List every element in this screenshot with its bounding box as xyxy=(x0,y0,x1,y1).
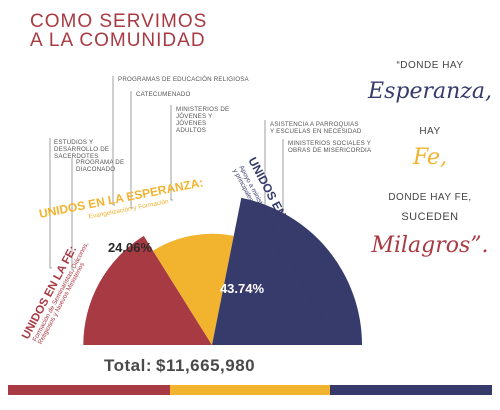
quote-line-3: DONDE HAY FE, xyxy=(388,192,472,203)
annotation-esperanza-1-line xyxy=(112,76,115,206)
footer-bar-caridad xyxy=(329,385,492,395)
wedge-caridad xyxy=(212,197,362,345)
section-label-esperanza: UNIDOS EN LA ESPERANZA:Evangelización y … xyxy=(38,175,205,221)
annotation-fe-1-text-3: SACERDOTES xyxy=(54,153,99,160)
annotation-fe-1-text-2: DESARROLLO DE xyxy=(54,146,109,153)
total-value: $11,665,980 xyxy=(156,356,256,375)
quote-word-milagros: Milagros”. xyxy=(371,233,489,258)
pct-label-esperanza: 24.06% xyxy=(108,240,153,255)
annotation-caridad-2-text-1: MINISTERIOS SOCIALES Y xyxy=(288,140,371,147)
annotation-fe-1-text-1: ESTUDIOS Y xyxy=(54,139,93,146)
quote-line-2: HAY xyxy=(419,126,441,137)
footer-color-bar xyxy=(8,385,492,395)
quote-line-1: “DONDE HAY xyxy=(396,60,464,71)
quote-word-esperanza: Esperanza, xyxy=(368,79,492,104)
annotation-esperanza-3-text-3: JÓVENES xyxy=(176,120,206,127)
wedge-esperanza xyxy=(152,233,234,345)
footer-bar-fe xyxy=(8,385,171,395)
pct-label-caridad: 43.74% xyxy=(220,281,265,296)
annotation-esperanza-2-text: CATECUMENADO xyxy=(136,91,191,98)
annotation-fe-1-line xyxy=(49,138,52,269)
quote-word-fe: Fe, xyxy=(412,145,448,170)
annotation-fe-2-text-1: PROGRAMA DE xyxy=(76,159,124,166)
annotation-esperanza-1-text: PROGRAMAS DE EDUCACIÓN RELIGIOSA xyxy=(118,76,250,83)
annotation-esperanza-3-text-1: MINISTERIOS DE xyxy=(176,106,229,113)
chart-title: COMO SERVIMOS A LA COMUNIDAD xyxy=(30,12,207,50)
annotation-fe-2-text-2: DIACONADO xyxy=(76,166,115,173)
quote-line-4: SUCEDEN xyxy=(401,211,459,223)
pct-label-fe: 32.20% xyxy=(30,306,75,321)
annotation-caridad-2-text-2: OBRAS DE MISERICORDIA xyxy=(288,147,372,154)
total-label: Total: xyxy=(104,356,153,375)
annotation-esperanza-2-line xyxy=(130,91,133,209)
wedge-fe xyxy=(83,235,212,345)
total-amount: Total: $11,665,980 xyxy=(104,356,259,376)
annotation-caridad-1-text-2: Y ESCUELAS EN NECESIDAD xyxy=(270,128,362,135)
quote-block: “DONDE HAY Esperanza, HAY Fe, DONDE HAY … xyxy=(360,60,500,280)
annotation-esperanza-3-line xyxy=(170,105,173,201)
title-line-2: A LA COMUNIDAD xyxy=(30,30,206,51)
annotation-esperanza-3-text-4: ADULTOS xyxy=(176,127,206,134)
footer-bar-esperanza xyxy=(170,385,330,395)
wedges-group xyxy=(83,197,362,345)
annotation-esperanza-3-text-2: JÓVENES Y xyxy=(176,113,212,120)
title-line-1: COMO SERVIMOS xyxy=(30,11,208,32)
annotation-caridad-1-text-1: ASISTENCIA A PARROQUIAS xyxy=(270,121,359,128)
section-subtitle-fe-1: Formación de Seminaristas, Diáconos, xyxy=(32,241,91,343)
annotation-fe-2-line xyxy=(71,158,74,271)
